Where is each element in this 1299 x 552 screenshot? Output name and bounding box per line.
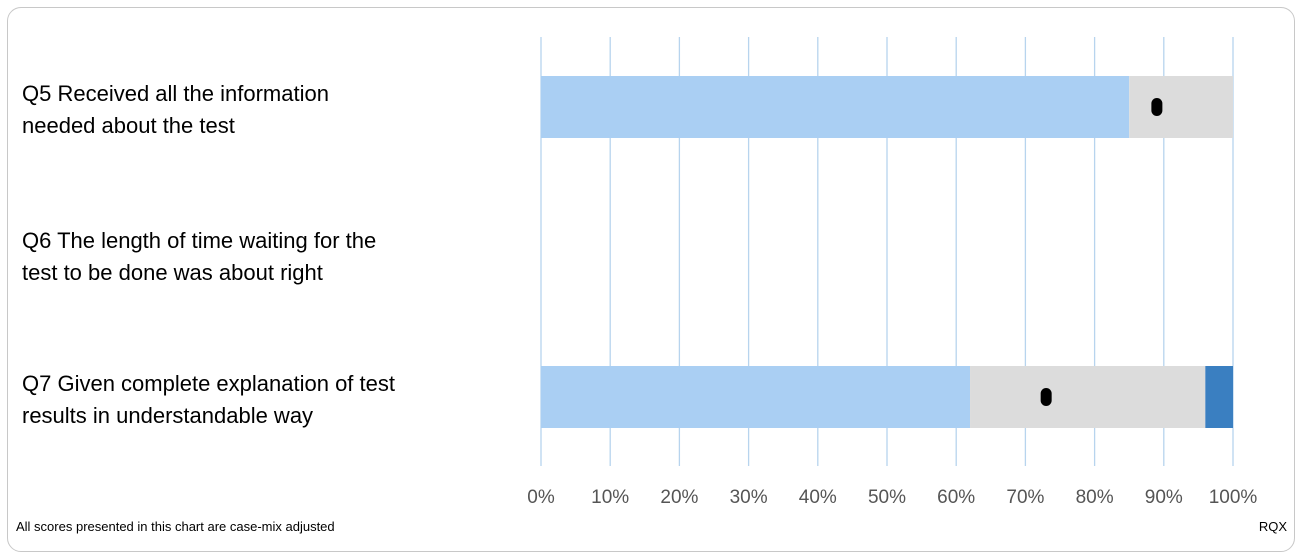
x-tick-label: 60% [937, 487, 975, 508]
category-label-line: needed about the test [22, 113, 235, 138]
category-label-line: Q7 Given complete explanation of test [22, 371, 395, 396]
x-tick-label: 40% [799, 487, 837, 508]
bar-segment [970, 366, 1206, 428]
footnote: All scores presented in this chart are c… [16, 519, 335, 534]
x-tick-label: 70% [1006, 487, 1044, 508]
x-tick-label: 80% [1076, 487, 1114, 508]
x-tick-label: 30% [730, 487, 768, 508]
x-tick-label: 10% [591, 487, 629, 508]
x-tick-label: 50% [868, 487, 906, 508]
bar-segment [1129, 76, 1233, 138]
x-tick-label: 20% [660, 487, 698, 508]
score-marker [1040, 388, 1052, 406]
x-tick-label: 0% [527, 487, 555, 508]
category-label-line: test to be done was about right [22, 260, 323, 285]
category-label-q5: Q5 Received all the information needed a… [22, 78, 492, 142]
score-marker [1151, 98, 1163, 116]
org-code: RQX [1258, 519, 1287, 534]
category-label-q6: Q6 The length of time waiting for the te… [22, 225, 492, 289]
x-tick-label: 100% [1209, 487, 1258, 508]
category-label-line: Q6 The length of time waiting for the [22, 228, 377, 253]
bar-segment [1205, 366, 1233, 428]
category-label-line: Q5 Received all the information [22, 81, 329, 106]
category-label-q7: Q7 Given complete explanation of test re… [22, 368, 492, 432]
category-label-line: results in understandable way [22, 403, 314, 428]
bar-segment [541, 366, 971, 428]
x-tick-label: 90% [1145, 487, 1183, 508]
bar-segment [541, 76, 1130, 138]
